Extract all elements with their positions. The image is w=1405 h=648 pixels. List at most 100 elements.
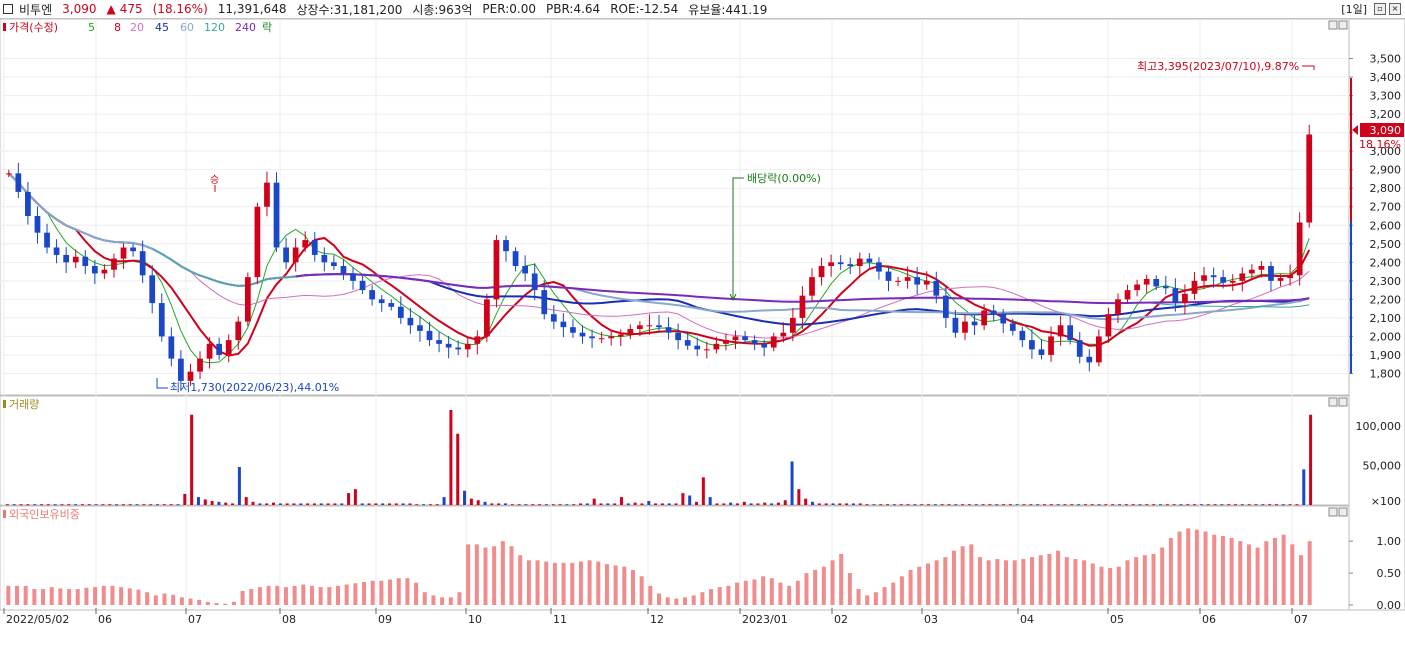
foreign-bar — [1047, 553, 1052, 605]
select-checkbox[interactable] — [3, 4, 13, 14]
foreign-bar — [127, 588, 132, 605]
close-icon[interactable]: × — [1389, 3, 1401, 15]
y-tick-label: 100,000 — [1356, 420, 1402, 433]
candle-body — [656, 325, 662, 328]
y-tick-label: 3,400 — [1370, 71, 1402, 84]
pane-maximize-icon[interactable] — [1338, 397, 1348, 407]
volume-bar — [1295, 504, 1299, 506]
foreign-bar — [15, 585, 20, 605]
volume-bar — [674, 503, 678, 505]
price-change: 475 — [119, 2, 143, 16]
foreign-bar — [1246, 544, 1251, 605]
volume-bar — [1049, 504, 1053, 506]
pane-minimize-icon[interactable] — [1328, 397, 1338, 407]
period-selector[interactable]: [1일] — [1341, 3, 1367, 16]
volume-bar — [169, 504, 173, 506]
pane-minimize-icon[interactable] — [1328, 507, 1338, 517]
volume-bar — [374, 503, 378, 505]
candle-body — [1105, 314, 1112, 337]
volume-bar — [565, 504, 569, 506]
volume-bar — [340, 503, 344, 505]
volume-bar — [1056, 504, 1060, 506]
legend-ma5: 5 — [88, 21, 95, 34]
foreign-bar — [1116, 566, 1121, 605]
volume-bar — [237, 467, 241, 505]
candle-body — [101, 269, 108, 274]
y-tick-label: 0.00 — [1377, 599, 1402, 612]
restore-icon[interactable]: ▫ — [1374, 3, 1386, 15]
foreign-bar — [67, 589, 72, 605]
foreign-bar — [1272, 537, 1277, 605]
foreign-bar — [1177, 531, 1182, 605]
low-annotation: 최저1,730(2022/06/23),44.01% — [156, 378, 339, 394]
x-tick-label: 03 — [924, 613, 938, 626]
y-tick-label: 2,700 — [1370, 201, 1402, 214]
volume-bar — [879, 504, 883, 506]
foreign-bar — [683, 597, 688, 605]
candle-body — [1277, 278, 1284, 281]
candle-body — [1287, 275, 1293, 279]
volume-bar — [190, 414, 194, 505]
candle-body — [331, 262, 337, 267]
candle-body — [216, 343, 223, 355]
volume-bar — [735, 503, 739, 505]
foreign-bar — [32, 589, 37, 605]
volume-bar — [1104, 504, 1108, 506]
foreign-bar — [405, 578, 410, 605]
candle-body — [350, 273, 356, 281]
pane-controls[interactable] — [1328, 20, 1348, 517]
volume-bar — [1015, 504, 1019, 506]
candle-body — [541, 290, 548, 315]
foreign-bar — [908, 569, 913, 605]
volume-bar — [1240, 504, 1244, 506]
candle-body — [1258, 266, 1265, 270]
candle-body — [1086, 356, 1093, 363]
y-tick-label: 2,100 — [1370, 312, 1402, 325]
volume-bar — [87, 504, 91, 506]
volume-bar — [845, 503, 849, 505]
foreign-bar — [1056, 550, 1061, 605]
foreign-bar — [1082, 560, 1087, 605]
foreign-bar — [726, 585, 731, 605]
dividend-pointer — [732, 177, 744, 298]
foreign-bar — [474, 544, 479, 605]
volume-bar — [1261, 504, 1265, 506]
stock-name[interactable]: 비투엔 — [19, 2, 53, 17]
candle-body — [493, 240, 500, 300]
pane-minimize-icon[interactable] — [1328, 20, 1338, 30]
pane-maximize-icon[interactable] — [1338, 20, 1348, 30]
volume-bar — [933, 504, 937, 506]
candle-body — [378, 299, 385, 304]
foreign-bar — [839, 553, 844, 605]
volume-bar — [804, 498, 808, 505]
candle-body — [340, 266, 347, 274]
candle-body — [34, 216, 41, 233]
candle-body — [742, 336, 748, 341]
y-tick-label: 2,000 — [1370, 330, 1402, 343]
foreign-bar — [604, 564, 609, 605]
volume-bar — [790, 461, 794, 505]
up-arrow-icon: ▲ — [106, 2, 116, 16]
foreign-bar — [674, 598, 679, 605]
legend-ma240: 240 — [235, 21, 256, 34]
x-tick-label: 02 — [834, 613, 848, 626]
foreign-bar — [301, 584, 306, 605]
volume-bar — [1220, 504, 1224, 506]
candle-body — [856, 258, 863, 267]
volume-bar — [408, 503, 412, 505]
candle-body — [751, 340, 758, 344]
foreign-bar — [1160, 547, 1165, 605]
pane-maximize-icon[interactable] — [1338, 507, 1348, 517]
candle-body — [1115, 299, 1121, 315]
y-tick-label: 3,000 — [1370, 145, 1402, 158]
candle-body — [1067, 325, 1074, 341]
candle-body — [837, 262, 844, 265]
volume-bar — [974, 504, 978, 506]
y-tick-label: 2,900 — [1370, 164, 1402, 177]
foreign-bar — [1151, 553, 1156, 605]
candle-body — [311, 240, 318, 255]
volume-bar — [633, 502, 637, 505]
volume-bar — [476, 500, 480, 505]
volume-bar — [606, 503, 610, 505]
